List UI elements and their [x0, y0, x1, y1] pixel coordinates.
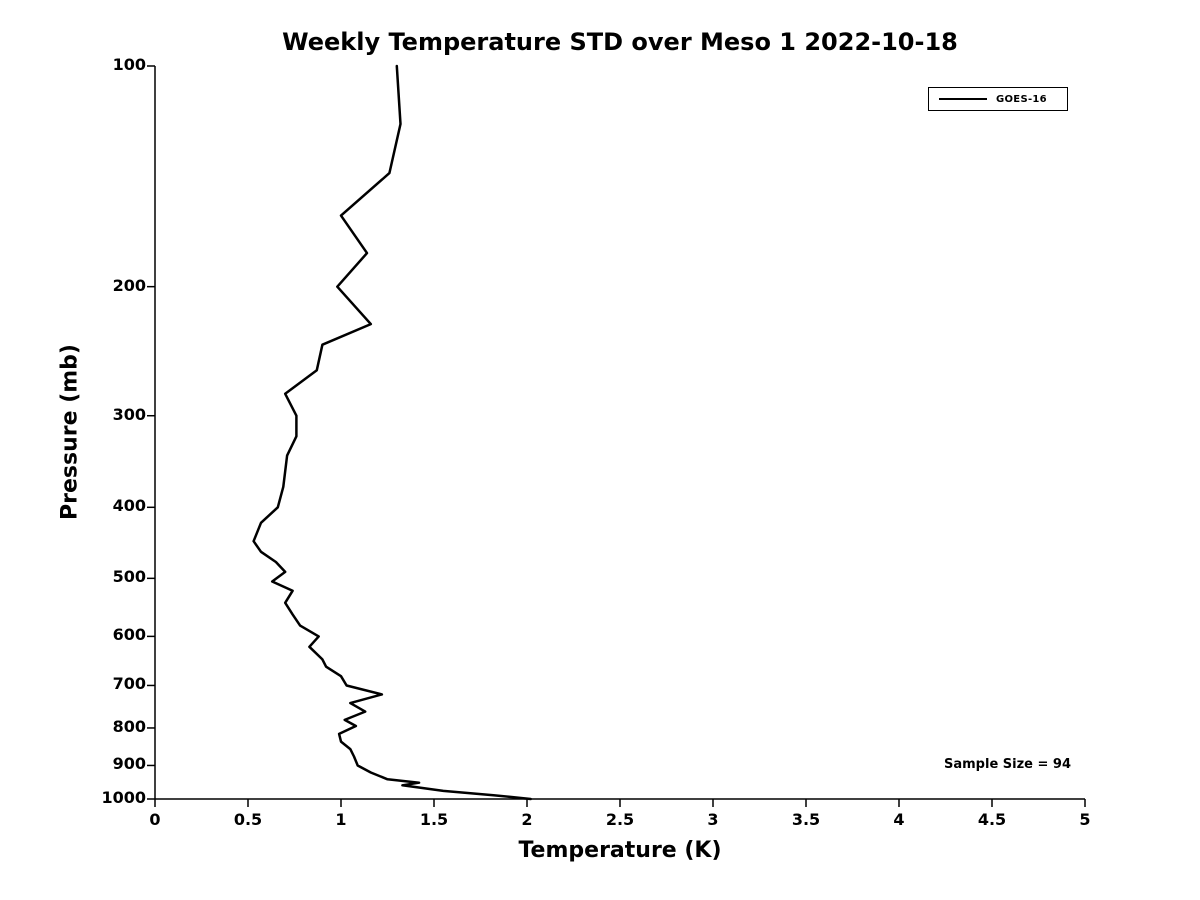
x-tick-label: 0.5	[233, 810, 263, 829]
sample-size-annotation: Sample Size = 94	[944, 757, 1072, 772]
series-line-goes-16	[252, 64, 532, 801]
legend: GOES-16	[928, 87, 1068, 111]
chart-title: Weekly Temperature STD over Meso 1 2022-…	[282, 28, 958, 56]
y-tick-label: 600	[112, 625, 146, 645]
x-tick-label: 0	[149, 810, 161, 829]
y-tick-label: 100	[112, 55, 146, 74]
y-tick-label: 1000	[101, 788, 146, 807]
x-tick-label: 3	[707, 810, 719, 829]
y-tick-label: 300	[112, 404, 146, 424]
x-tick-label: 2	[521, 810, 533, 829]
x-tick-label: 3.5	[791, 810, 821, 829]
x-tick-label: 4	[893, 810, 905, 829]
y-tick-label: 800	[112, 716, 146, 736]
y-tick-label: 900	[112, 754, 146, 774]
y-tick-label: 500	[112, 567, 146, 587]
x-tick-label: 4.5	[977, 810, 1007, 829]
x-axis-label: Temperature (K)	[518, 838, 722, 863]
y-tick-label: 200	[112, 275, 146, 295]
x-tick-label: 1.5	[419, 810, 449, 829]
y-tick-label: 700	[112, 674, 146, 694]
x-tick-label: 1	[335, 810, 347, 829]
legend-line-sample	[939, 98, 987, 100]
x-tick-label: 5	[1079, 810, 1091, 829]
legend-label: GOES-16	[996, 93, 1047, 105]
y-tick-label: 400	[112, 496, 146, 516]
x-tick-label: 2.5	[605, 810, 635, 829]
